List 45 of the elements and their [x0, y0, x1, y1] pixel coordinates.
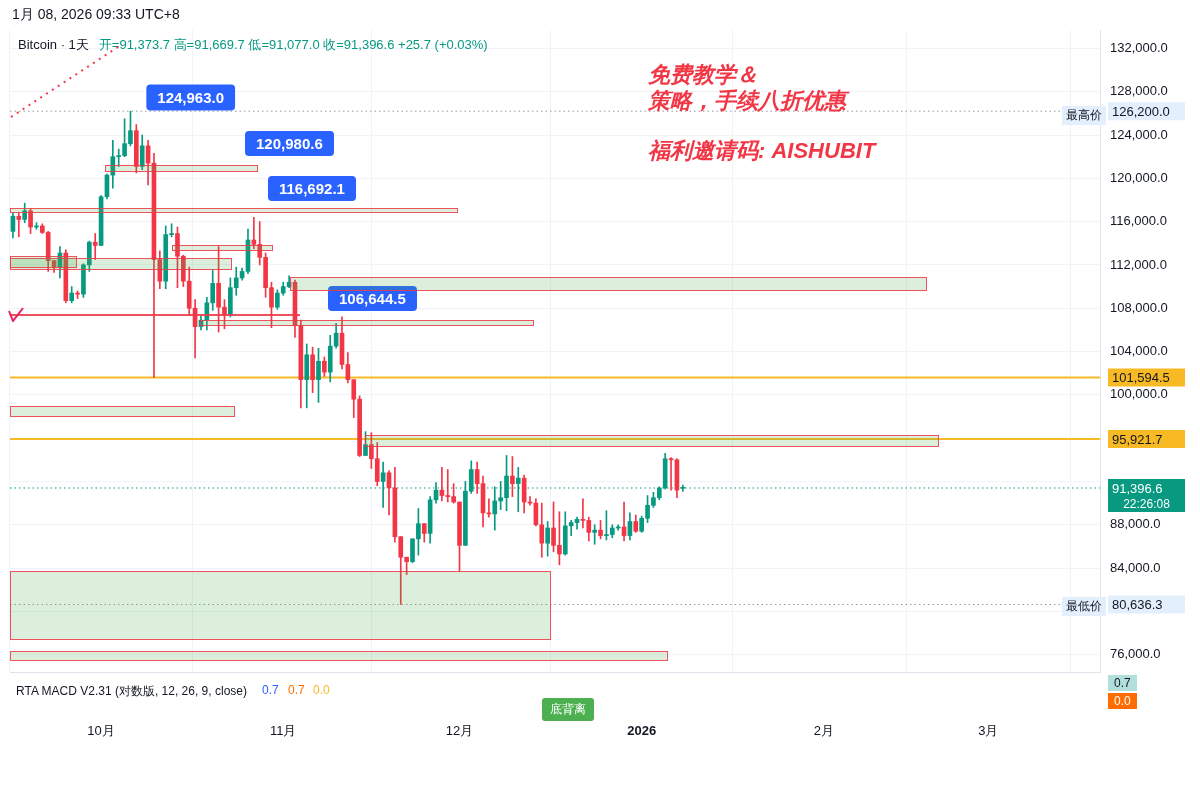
text: 0.7	[288, 683, 305, 697]
text: 0.0	[313, 683, 330, 697]
y-tick-label: 108,000.0	[1110, 299, 1168, 315]
annotation: 120,980.6	[245, 131, 334, 156]
y-tick-label: 100,000.0	[1110, 386, 1168, 402]
y-tick-label: 104,000.0	[1110, 343, 1168, 359]
candlestick	[16, 212, 22, 238]
y-tick-label: 88,000.0	[1110, 516, 1161, 532]
text: 开=91,373.7 高=91,669.7 低=91,077.0 收=91,396.6 +25.7 (+0.03%)	[98, 37, 488, 52]
x-tick-label: 12月	[445, 723, 474, 739]
annotation: 最低价	[1062, 597, 1106, 616]
candlestick	[668, 457, 674, 491]
text: Bitcoin · 1天	[18, 37, 89, 52]
x-tick-label: 11月	[269, 723, 297, 739]
y-tick-label: 116,000.0	[1110, 213, 1167, 229]
ref-line-label: 80,636.3	[1112, 597, 1163, 613]
y-tick-label: 112,000.0	[1110, 256, 1167, 272]
y-tick-label: 132,000.0	[1110, 39, 1168, 55]
ref-line-label: 126,200.0	[1112, 103, 1170, 119]
annotation: 福利邀请码: AISHUBIT	[648, 137, 876, 165]
y-tick-label: 124,000.0	[1110, 126, 1168, 142]
text: 0.7	[1108, 675, 1137, 691]
annotation: 116,692.1	[268, 176, 356, 201]
annotation: 106,644.5	[328, 286, 417, 311]
x-tick-label: 3月	[978, 723, 999, 739]
ref-line-label: 91,396.6	[1112, 480, 1163, 496]
y-tick-label: 128,000.0	[1110, 83, 1168, 99]
candlestick	[92, 233, 98, 260]
text: 底背离	[542, 698, 594, 721]
text: 0.7	[262, 683, 279, 697]
ref-line-label: 101,594.5	[1112, 370, 1170, 386]
text: RTA MACD V2.31 (对数版, 12, 26, 9, close)	[16, 683, 247, 700]
x-tick-label: 10月	[87, 723, 115, 739]
annotation: 最高价	[1062, 106, 1106, 125]
text: 0.0	[1108, 693, 1137, 709]
x-tick-label: 2026	[627, 723, 657, 739]
ref-line-label: 95,921.7	[1112, 431, 1163, 447]
y-tick-label: 76,000.0	[1110, 646, 1161, 662]
text: 22:26:08	[1108, 496, 1185, 512]
x-tick-label: 2月	[813, 723, 834, 739]
annotation: 免费教学＆	[648, 62, 758, 87]
text: 1月 08, 2026 09:33 UTC+8	[12, 6, 180, 24]
y-tick-label: 120,000.0	[1110, 169, 1168, 185]
annotation: 124,963.0	[157, 88, 225, 106]
y-tick-label: 84,000.0	[1110, 559, 1161, 575]
